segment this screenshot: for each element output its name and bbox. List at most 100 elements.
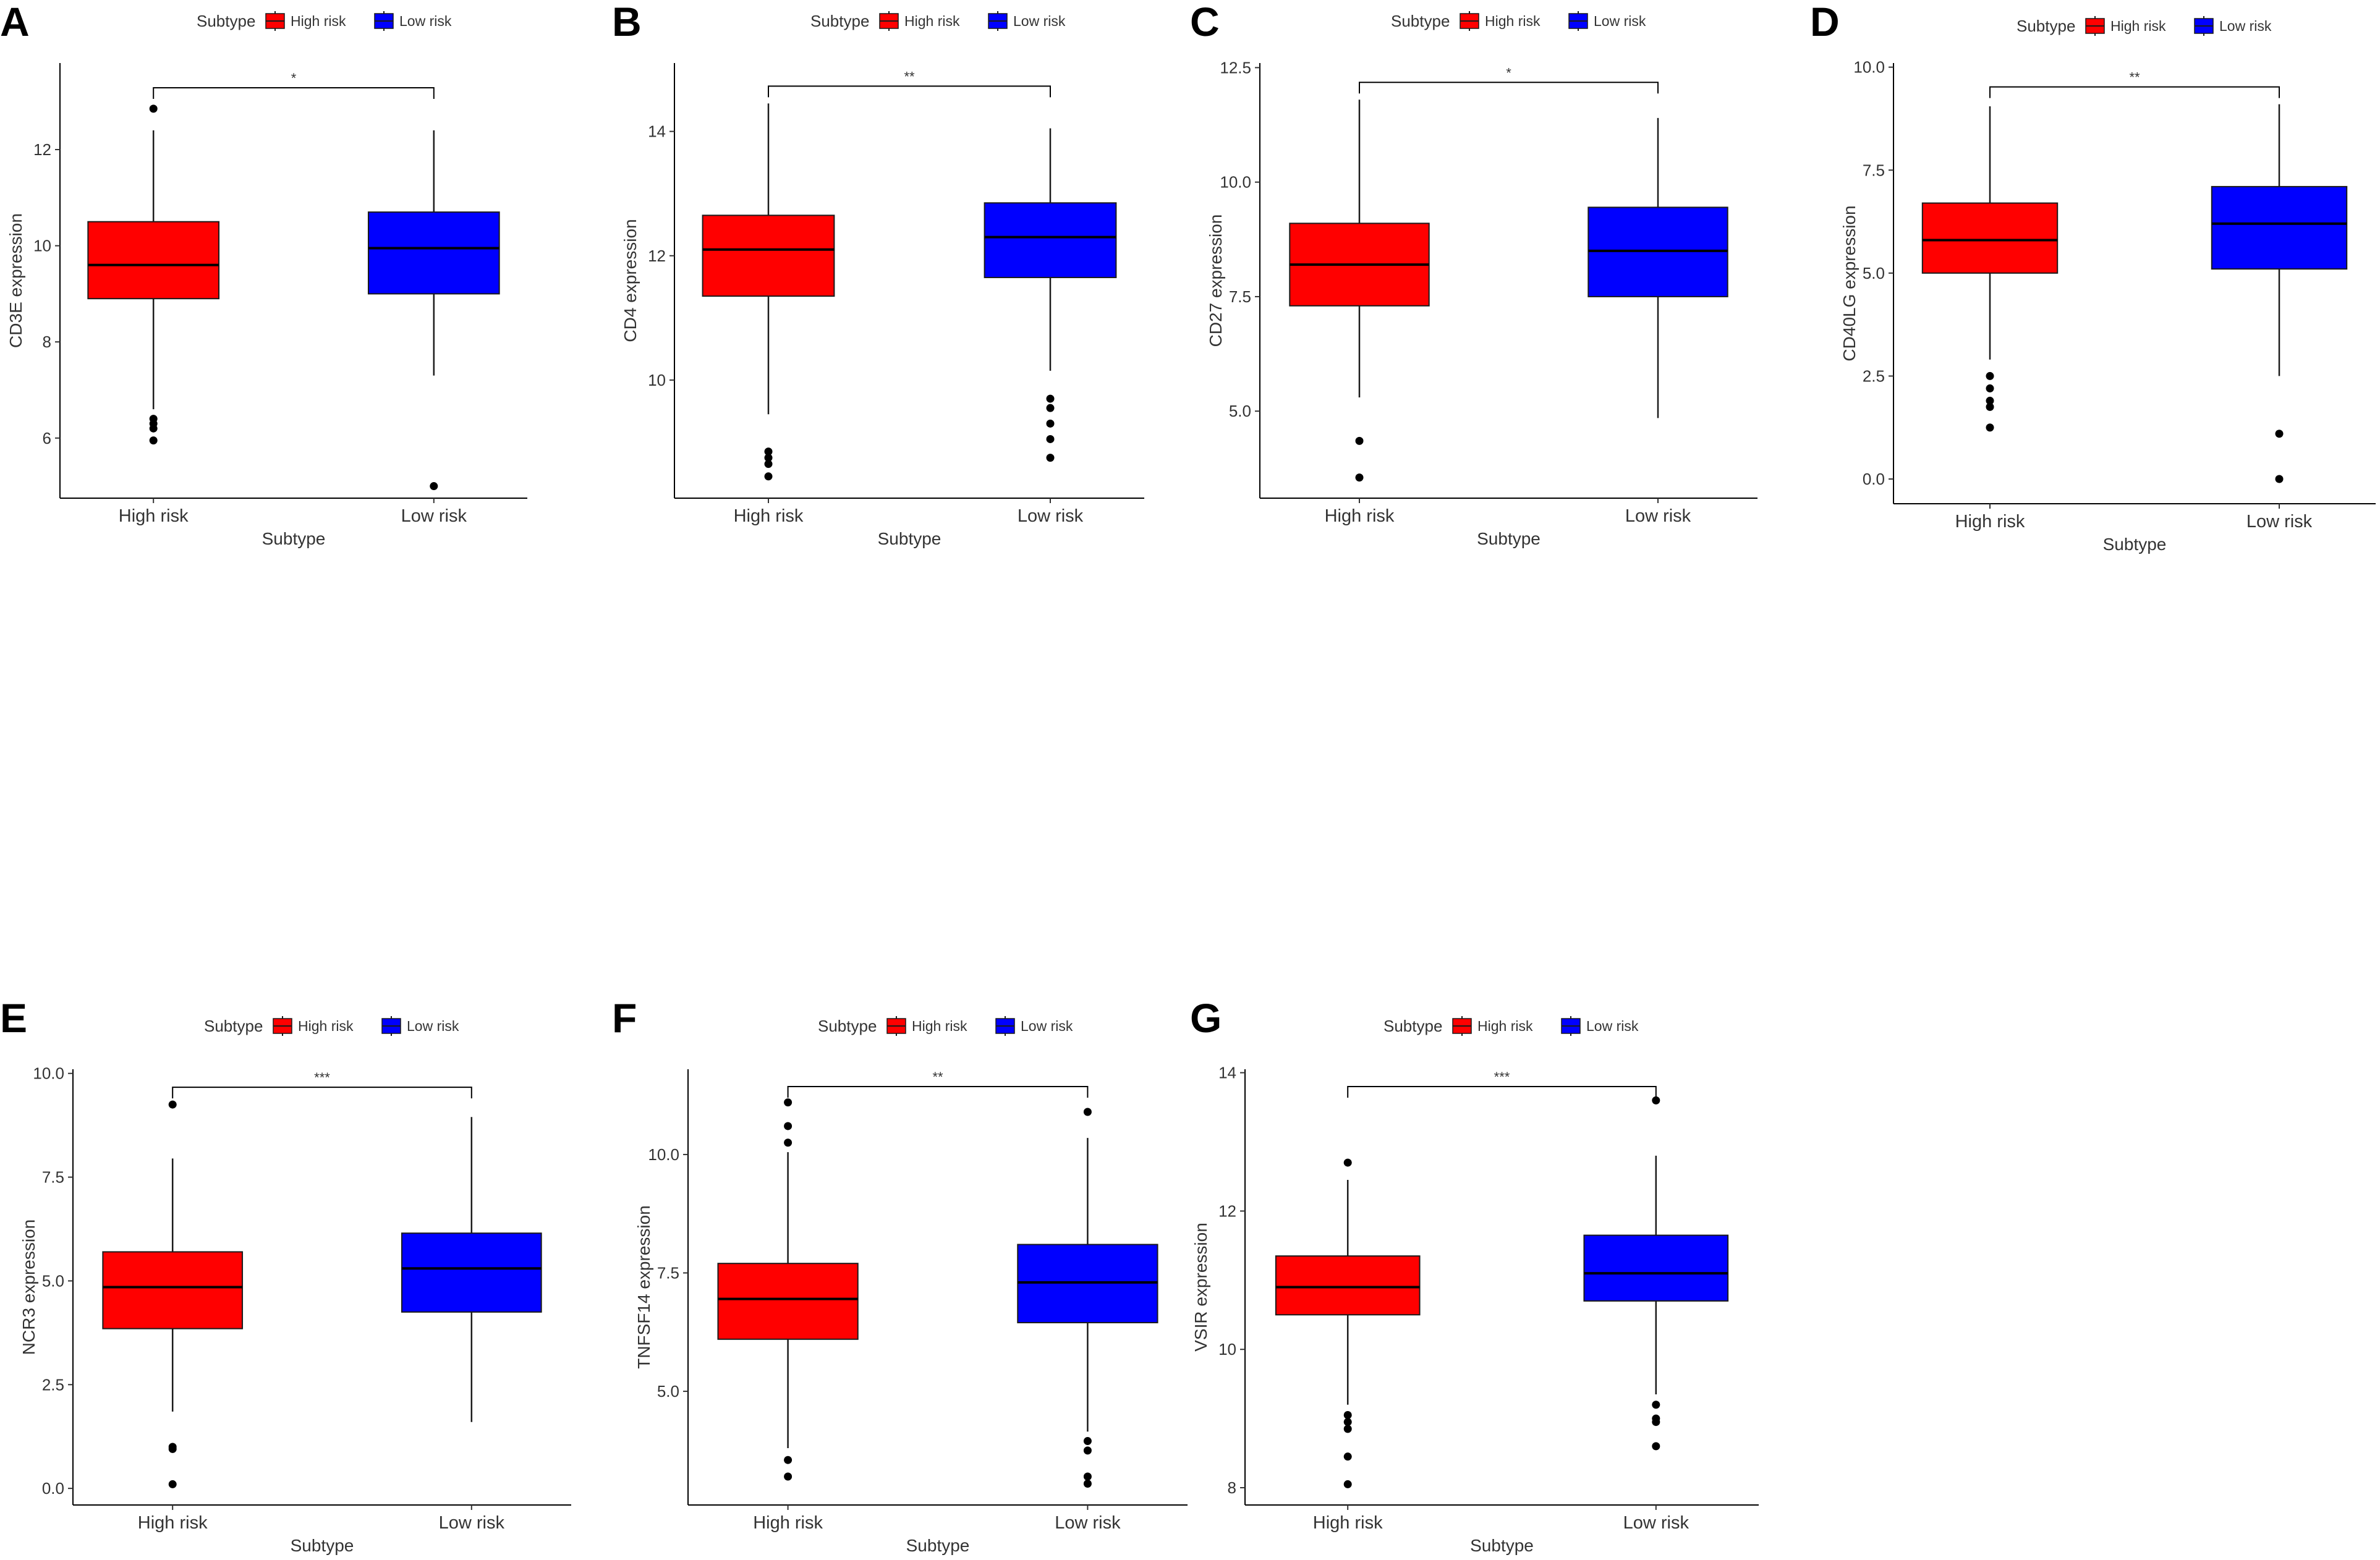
box-high-risk [1289,100,1430,482]
y-axis-title: VSIR expression [1191,1223,1210,1352]
outlier-point [1652,1418,1660,1426]
y-axis-title: CD40LG expression [1840,205,1859,361]
significance-label: *** [314,1070,330,1085]
outlier-point [1083,1108,1092,1116]
x-tick-label: Low risk [1623,1513,1689,1533]
outlier-point [1083,1446,1092,1455]
box-low-risk [2211,104,2348,483]
x-tick-label: High risk [1313,1513,1383,1533]
outlier-point [1046,435,1055,443]
y-tick-label: 7.5 [1229,287,1251,306]
x-tick-label: Low risk [401,506,467,526]
legend-title: Subtype [204,1017,263,1035]
x-tick-label: Low risk [439,1513,505,1533]
y-tick-label: 12.5 [1220,58,1251,77]
outlier-point [784,1098,793,1107]
significance-bracket: ** [787,1069,1089,1098]
panel-letter: F [612,995,637,1041]
x-tick-label: High risk [753,1513,823,1533]
y-tick-label: 2.5 [1863,367,1885,385]
outlier-point [1986,371,1994,380]
x-axis-title: Subtype [1470,1536,1534,1555]
panel-letter: A [0,0,30,45]
y-tick-label: 0.0 [1863,470,1885,488]
outlier-point [1083,1472,1092,1481]
legend-label: High risk [1485,13,1541,29]
panel-letter: C [1190,0,1220,45]
significance-bracket: ** [768,69,1051,98]
panel-letter: E [0,995,27,1041]
outlier-point [1343,1158,1352,1167]
x-axis-title: Subtype [262,529,326,548]
y-tick-label: 6 [43,429,51,447]
legend-title: Subtype [818,1017,877,1035]
panel-a: A Subtype High risk Low risk 6 8 10 12 High risk… [0,0,527,548]
y-tick-label: 10.0 [648,1145,679,1164]
y-tick-label: 5.0 [657,1382,679,1401]
y-tick-label: 10 [1218,1340,1236,1359]
legend-label: High risk [904,13,960,29]
y-tick-label: 10.0 [1853,58,1885,77]
panel-e: E Subtype High risk Low risk 0.0 2.5 5.0 7.5 10.… [0,995,571,1555]
legend-title: Subtype [1391,12,1450,30]
significance-label: ** [904,69,915,84]
outlier-point [1046,419,1055,428]
y-tick-label: 10 [33,237,51,255]
legend-label: Low risk [1594,13,1646,29]
y-tick-label: 12 [1218,1202,1236,1220]
outlier-point [1652,1442,1660,1451]
box-low-risk [984,128,1117,462]
legend: Subtype High risk Low risk [1391,11,1646,31]
iqr-box [102,1251,244,1329]
y-tick-label: 14 [1218,1064,1236,1082]
outlier-point [784,1122,793,1130]
panel-c: C Subtype High risk Low risk 5.0 7.5 10.0 12.5 H… [1190,0,1757,548]
y-tick-label: 0.0 [42,1479,64,1498]
outlier-point [1986,396,1994,405]
outlier-point [1083,1480,1092,1488]
y-tick-label: 5.0 [42,1271,64,1290]
outlier-point [168,1444,177,1453]
y-tick-label: 10 [648,371,666,389]
iqr-box [367,211,500,295]
outlier-point [784,1456,793,1464]
y-tick-label: 14 [648,122,666,141]
panel-g: G Subtype High risk Low risk 8 10 12 14 High ris… [1190,995,1759,1555]
box-high-risk [1921,106,2059,432]
panel-b: B Subtype High risk Low risk 10 12 14 High risk… [612,0,1144,548]
outlier-point [1343,1480,1352,1488]
x-tick-label: High risk [1955,512,2025,532]
outlier-point [168,1100,177,1109]
bracket-line [768,85,1051,98]
legend-label: Low risk [407,1018,459,1034]
legend: Subtype High risk Low risk [2017,16,2272,36]
outlier-point [1986,402,1994,411]
legend: Subtype High risk Low risk [204,1016,459,1036]
box-high-risk [702,103,835,481]
iqr-box [702,214,835,297]
iqr-box [2211,185,2348,270]
box-low-risk [1583,1096,1729,1451]
legend-title: Subtype [810,12,869,30]
y-axis-title: TNFSF14 expression [634,1205,653,1369]
legend: Subtype High risk Low risk [197,11,452,31]
significance-label: ** [2129,70,2140,85]
legend-label: High risk [291,13,346,29]
x-axis-title: Subtype [906,1536,970,1555]
outlier-point [149,436,158,445]
y-axis-title: CD27 expression [1206,214,1225,347]
legend-title: Subtype [1383,1017,1442,1035]
box-low-risk [367,130,500,491]
iqr-box [401,1232,542,1313]
panel-letter: D [1810,0,1840,45]
x-tick-label: High risk [1325,506,1395,526]
legend-title: Subtype [197,12,255,30]
significance-bracket: *** [172,1070,472,1099]
y-tick-label: 5.0 [1863,264,1885,282]
x-tick-label: High risk [138,1513,208,1533]
box-high-risk [1275,1158,1421,1488]
outlier-point [1343,1418,1352,1426]
box-low-risk [401,1117,542,1422]
outlier-point [430,482,438,491]
legend: Subtype High risk Low risk [810,11,1066,31]
